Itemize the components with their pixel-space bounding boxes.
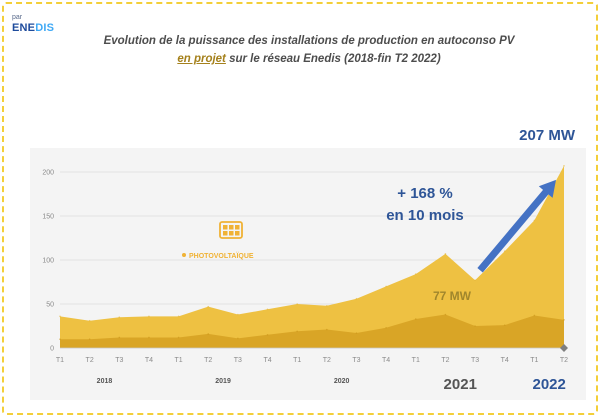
data-point: [533, 219, 536, 222]
data-point: [118, 316, 121, 318]
growth-arrow: [477, 179, 556, 273]
x-tick-label: T4: [145, 357, 153, 364]
growth-period-label: en 10 mois: [386, 207, 464, 224]
x-tick-label: T3: [234, 357, 242, 364]
logo-brand-main: ENE: [12, 22, 36, 34]
year-label: 2019: [215, 378, 231, 385]
title-rest: sur le réseau Enedis (2018-fin T2 2022): [225, 53, 441, 65]
x-tick-label: T1: [530, 357, 538, 364]
y-tick-label: 0: [50, 346, 54, 353]
data-point: [59, 315, 61, 318]
logo-brand-accent: DIS: [35, 22, 55, 34]
data-point: [326, 304, 328, 307]
solar-panel-cell: [235, 231, 240, 236]
data-point: [88, 319, 91, 322]
y-tick-label: 100: [42, 258, 54, 265]
solar-panel-cell: [229, 225, 234, 230]
x-tick-label: T1: [412, 357, 420, 364]
logo-brand: ENEDIS: [12, 22, 54, 34]
legend-label: PHOTOVOLTAÏQUE: [189, 252, 254, 260]
start-value-label: 77 MW: [433, 289, 472, 303]
y-tick-label: 150: [42, 214, 54, 221]
data-point: [563, 319, 565, 321]
data-point: [326, 328, 328, 331]
data-point: [148, 336, 150, 339]
data-point: [385, 326, 387, 329]
year-label: 2021: [444, 376, 477, 393]
solar-panel-icon: [219, 221, 243, 239]
x-tick-label: T1: [293, 357, 301, 364]
x-tick-label: T4: [263, 357, 271, 364]
data-point: [444, 313, 447, 316]
title-line1: Evolution de la puissance des installati…: [103, 35, 515, 47]
data-point: [503, 250, 506, 252]
data-point: [355, 332, 358, 334]
x-tick-label: T3: [471, 357, 479, 364]
end-value-label: 207 MW: [519, 127, 576, 144]
x-tick-label: T4: [501, 357, 509, 364]
x-tick-label: T3: [352, 357, 360, 364]
data-point: [88, 338, 91, 340]
enedis-logo: par ENEDIS: [12, 14, 54, 34]
year-label: 2022: [532, 376, 565, 393]
data-point: [355, 297, 358, 300]
area-series-total: [60, 165, 564, 348]
data-point: [444, 253, 447, 255]
data-point: [414, 318, 417, 320]
x-tick-label: T2: [323, 357, 331, 364]
x-tick-label: T2: [560, 357, 568, 364]
end-marker-diamond: [560, 344, 568, 352]
growth-percent-label: + 168 %: [397, 185, 452, 202]
x-tick-label: T3: [115, 357, 123, 364]
solar-panel-cell: [223, 225, 228, 230]
data-point: [474, 325, 476, 327]
x-tick-label: T2: [86, 357, 94, 364]
solar-panel-cell: [223, 231, 228, 236]
area-series-lower: [60, 314, 564, 348]
data-point: [237, 313, 239, 316]
data-point: [177, 336, 180, 339]
data-point: [207, 333, 210, 335]
data-point: [148, 315, 150, 318]
data-point: [118, 336, 121, 339]
data-point: [296, 330, 298, 333]
data-point: [59, 338, 61, 340]
data-point: [237, 337, 239, 340]
logo-small-text: par: [12, 14, 23, 21]
data-point: [266, 334, 269, 336]
year-label: 2018: [97, 378, 113, 385]
data-point: [177, 315, 180, 318]
solar-panel-cell: [229, 231, 234, 236]
chart-panel: 0 50 100 150 200 T1 T2 T3 T4 T1 T2 T3 T4 T1 T2 T3 T4 T1 T2…: [30, 127, 586, 400]
x-tick-label: T2: [441, 357, 449, 364]
y-tick-label: 50: [46, 302, 54, 309]
data-point: [266, 308, 269, 311]
data-point: [207, 305, 210, 308]
chart-title: Evolution de la puissance des installati…: [44, 32, 574, 68]
y-tick-label: 200: [42, 170, 54, 177]
legend-bullet: [182, 253, 186, 257]
title-line2: en projet sur le réseau Enedis (2018-fin…: [44, 50, 574, 68]
data-point: [474, 279, 476, 282]
data-point: [503, 324, 506, 326]
x-tick-label: T1: [56, 357, 64, 364]
x-tick-label: T4: [382, 357, 390, 364]
x-tick-label: T1: [175, 357, 183, 364]
data-point: [385, 285, 387, 288]
data-point: [563, 165, 565, 167]
data-point: [533, 314, 536, 317]
x-tick-label: T2: [204, 357, 212, 364]
solar-panel-cell: [235, 225, 240, 230]
data-point: [296, 303, 298, 305]
data-point: [414, 273, 417, 275]
title-emphasis: en projet: [177, 53, 226, 65]
year-label: 2020: [334, 378, 350, 385]
area-chart: 0 50 100 150 200 T1 T2 T3 T4 T1 T2 T3 T4 T1 T2 T3 T4 T1 T2…: [42, 127, 576, 393]
